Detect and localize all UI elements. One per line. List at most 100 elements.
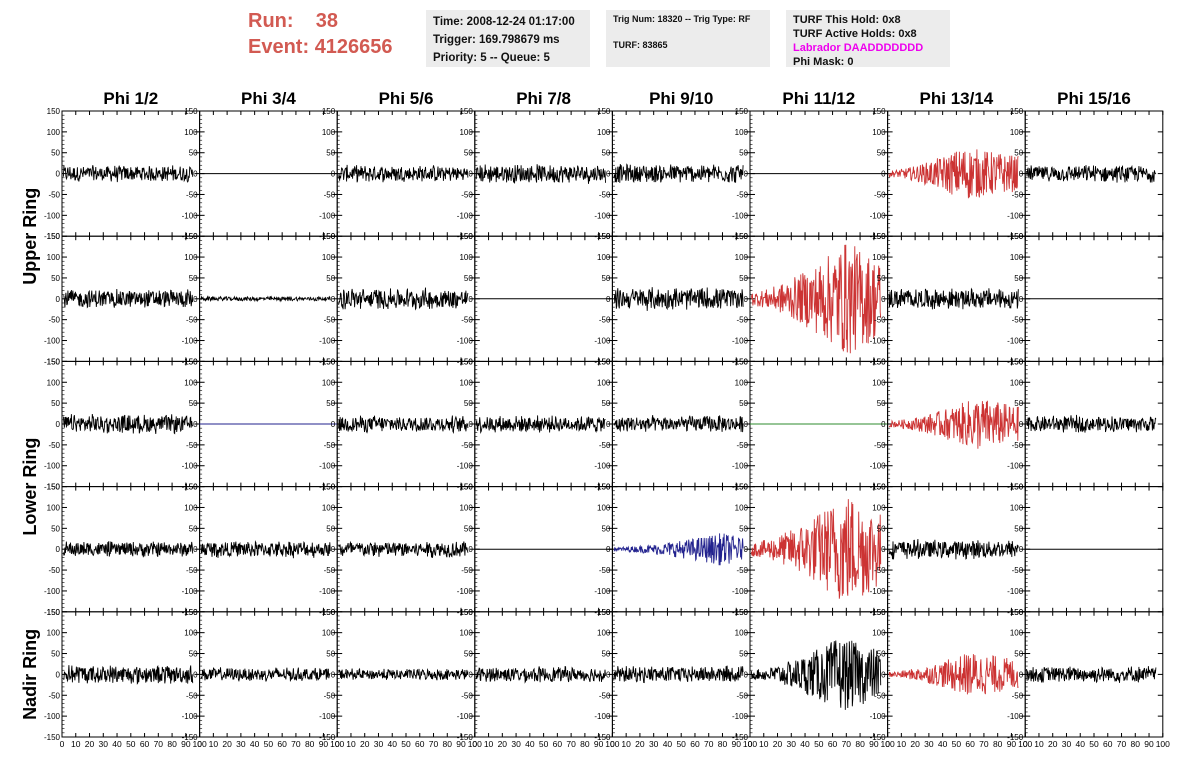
x-tick-label: 20 xyxy=(773,739,783,749)
y-tick-label: 50 xyxy=(739,274,748,283)
x-tick-label: 70 xyxy=(566,739,576,749)
y-tick-label: 100 xyxy=(459,378,473,387)
x-tick-label: 100 xyxy=(743,739,757,749)
y-tick-label: 100 xyxy=(597,253,611,262)
y-tick-label: -100 xyxy=(870,587,887,596)
y-tick-label: -150 xyxy=(1007,733,1024,742)
y-tick-label: -50 xyxy=(461,316,473,325)
x-tick-label: 10 xyxy=(759,739,769,749)
y-tick-label: 100 xyxy=(872,128,886,137)
y-tick-label: 50 xyxy=(877,399,886,408)
x-tick-label: 0 xyxy=(472,739,477,749)
x-tick-label: 0 xyxy=(885,739,890,749)
y-tick-label: -100 xyxy=(870,712,887,721)
y-tick-label: 50 xyxy=(739,149,748,158)
y-tick-label: -150 xyxy=(182,608,199,617)
y-tick-label: 100 xyxy=(1010,378,1024,387)
y-tick-label: -50 xyxy=(48,316,60,325)
y-tick-label: 0 xyxy=(468,295,473,304)
y-tick-label: 100 xyxy=(184,253,198,262)
x-tick-label: 80 xyxy=(855,739,865,749)
waveform-trace xyxy=(62,541,194,558)
x-tick-label: 30 xyxy=(1062,739,1072,749)
x-tick-label: 80 xyxy=(443,739,453,749)
x-tick-label: 0 xyxy=(1023,739,1028,749)
x-tick-label: 90 xyxy=(1007,739,1017,749)
y-tick-label: 100 xyxy=(597,503,611,512)
y-tick-label: 50 xyxy=(1014,399,1023,408)
y-tick-label: -50 xyxy=(48,441,60,450)
y-tick-label: 0 xyxy=(468,545,473,554)
x-tick-label: 60 xyxy=(828,739,838,749)
y-tick-label: -150 xyxy=(1007,608,1024,617)
x-tick-label: 60 xyxy=(415,739,425,749)
y-tick-label: 0 xyxy=(606,545,611,554)
y-tick-label: 150 xyxy=(47,107,61,116)
x-tick-label: 50 xyxy=(952,739,962,749)
x-tick-label: 30 xyxy=(99,739,109,749)
y-tick-label: -100 xyxy=(182,462,199,471)
x-tick-label: 10 xyxy=(897,739,907,749)
waveform-trace xyxy=(1026,666,1157,684)
y-tick-label: -100 xyxy=(44,462,61,471)
y-tick-label: 50 xyxy=(326,274,335,283)
y-tick-label: -50 xyxy=(186,316,198,325)
y-tick-label: 50 xyxy=(189,399,198,408)
y-tick-label: 0 xyxy=(606,295,611,304)
y-tick-label: 100 xyxy=(322,503,336,512)
x-tick-label: 100 xyxy=(605,739,619,749)
y-tick-label: 0 xyxy=(744,670,749,679)
y-tick-label: -100 xyxy=(319,587,336,596)
y-tick-label: -50 xyxy=(599,316,611,325)
x-tick-label: 10 xyxy=(209,739,219,749)
waveform-trace xyxy=(475,666,606,684)
column-header: Phi 15/16 xyxy=(1057,89,1131,108)
y-tick-label: -50 xyxy=(324,190,336,199)
y-tick-label: -50 xyxy=(1012,316,1024,325)
x-tick-label: 50 xyxy=(676,739,686,749)
waveform-trace xyxy=(63,288,194,309)
y-tick-label: 150 xyxy=(184,232,198,241)
y-tick-label: -100 xyxy=(732,587,749,596)
x-tick-label: 70 xyxy=(291,739,301,749)
y-tick-label: 0 xyxy=(606,170,611,179)
x-tick-label: 40 xyxy=(938,739,948,749)
y-tick-label: 150 xyxy=(1010,357,1024,366)
y-tick-label: -100 xyxy=(732,462,749,471)
y-tick-label: 150 xyxy=(735,357,749,366)
waveform-trace xyxy=(338,415,469,435)
y-tick-label: -150 xyxy=(44,483,61,492)
y-tick-label: 150 xyxy=(47,357,61,366)
y-tick-label: 0 xyxy=(56,295,61,304)
y-tick-label: 100 xyxy=(184,128,198,137)
x-tick-label: 40 xyxy=(1076,739,1086,749)
time-text: Time: 2008-12-24 01:17:00 xyxy=(433,16,575,28)
y-tick-label: 150 xyxy=(184,107,198,116)
y-tick-label: -100 xyxy=(594,211,611,220)
trig-num-text: Trig Num: 18320 -- Trig Type: RF xyxy=(613,14,751,24)
y-tick-label: -150 xyxy=(182,232,199,241)
y-tick-label: -50 xyxy=(324,691,336,700)
y-tick-label: -100 xyxy=(870,337,887,346)
y-tick-label: 150 xyxy=(1010,232,1024,241)
x-tick-label: 100 xyxy=(330,739,344,749)
y-tick-label: 0 xyxy=(606,420,611,429)
y-tick-label: 100 xyxy=(872,629,886,638)
waveform-trace xyxy=(62,165,194,183)
y-tick-label: -50 xyxy=(186,691,198,700)
y-tick-label: -150 xyxy=(44,608,61,617)
waveform-trace xyxy=(750,244,882,354)
turf-info-box: TURF This Hold: 0x8 TURF Active Holds: 0… xyxy=(786,10,950,67)
y-tick-label: 50 xyxy=(1014,274,1023,283)
waveform-trace xyxy=(888,287,1019,310)
x-tick-label: 90 xyxy=(1144,739,1154,749)
y-tick-label: -100 xyxy=(594,337,611,346)
y-tick-label: 0 xyxy=(1019,170,1024,179)
x-tick-label: 20 xyxy=(360,739,370,749)
x-tick-label: 40 xyxy=(800,739,810,749)
x-tick-label: 60 xyxy=(140,739,150,749)
y-tick-label: -50 xyxy=(599,691,611,700)
y-tick-label: 0 xyxy=(881,295,886,304)
y-tick-label: 50 xyxy=(189,524,198,533)
x-tick-label: 20 xyxy=(1048,739,1058,749)
